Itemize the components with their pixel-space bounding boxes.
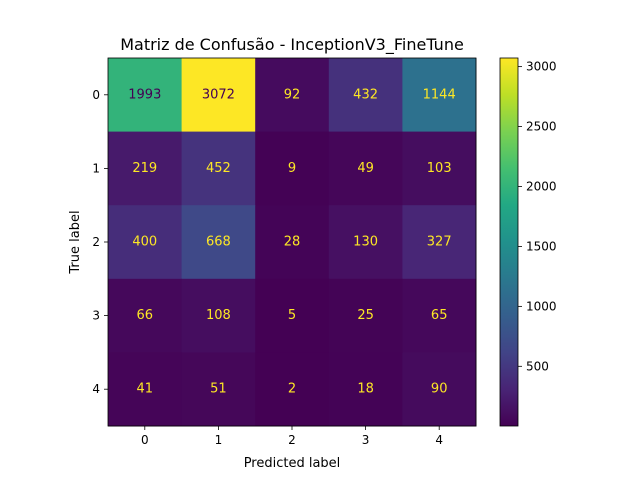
matrix-cell-value: 49 xyxy=(357,161,374,176)
matrix-cell xyxy=(108,58,183,133)
x-axis-title: Predicted label xyxy=(244,456,341,471)
matrix-cell xyxy=(255,58,330,133)
matrix-cell xyxy=(108,278,183,353)
matrix-cell-value: 327 xyxy=(427,235,452,250)
matrix-cell-value: 5 xyxy=(288,308,296,323)
matrix-cell-value: 41 xyxy=(137,382,154,397)
x-tick-label: 1 xyxy=(215,433,223,447)
matrix-cell xyxy=(328,205,403,280)
matrix-cell-value: 103 xyxy=(427,161,452,176)
matrix-cell xyxy=(181,205,256,280)
matrix-cell xyxy=(108,131,183,206)
matrix-cells: 1993 3072 92 432 1144 219 452 9 49 103 400 668 28 130… xyxy=(108,58,477,427)
matrix-cell-value: 668 xyxy=(206,235,231,250)
y-tick-label: 4 xyxy=(92,382,100,396)
matrix-cell xyxy=(181,352,256,427)
matrix-cell-value: 25 xyxy=(357,308,374,323)
colorbar-tick-label: 1000 xyxy=(526,299,557,313)
matrix-cell-value: 108 xyxy=(206,308,231,323)
y-tick-label: 0 xyxy=(92,88,100,102)
matrix-cell-value: 9 xyxy=(288,161,296,176)
matrix-cell xyxy=(181,131,256,206)
colorbar-tick-label: 2500 xyxy=(526,120,557,134)
matrix-cell xyxy=(328,131,403,206)
y-tick-label: 1 xyxy=(92,161,100,175)
x-axis-ticks: 0 1 2 3 4 xyxy=(141,426,443,447)
matrix-cell xyxy=(402,205,477,280)
matrix-cell xyxy=(402,352,477,427)
matrix-cell-value: 219 xyxy=(132,161,157,176)
matrix-cell xyxy=(108,205,183,280)
matrix-cell xyxy=(255,205,330,280)
matrix-cell xyxy=(255,131,330,206)
x-tick-label: 2 xyxy=(288,433,296,447)
matrix-cell-value: 90 xyxy=(431,382,448,397)
y-axis-title: True label xyxy=(68,210,83,274)
matrix-cell xyxy=(181,278,256,353)
colorbar-tick-label: 2000 xyxy=(526,180,557,194)
matrix-cell xyxy=(328,58,403,133)
matrix-cell xyxy=(402,278,477,353)
matrix-cell-value: 130 xyxy=(353,235,378,250)
matrix-cell-value: 1993 xyxy=(128,87,161,102)
matrix-cell-value: 400 xyxy=(132,235,157,250)
matrix-cell xyxy=(255,352,330,427)
colorbar-tick-label: 3000 xyxy=(526,60,557,74)
matrix-cell-value: 1144 xyxy=(423,87,456,102)
matrix-cell-value: 65 xyxy=(431,308,448,323)
x-tick-label: 3 xyxy=(362,433,370,447)
matrix-cell-value: 66 xyxy=(137,308,154,323)
matrix-cell xyxy=(402,58,477,133)
colorbar-gradient xyxy=(499,57,519,427)
y-tick-label: 3 xyxy=(92,309,100,323)
matrix-cell xyxy=(328,352,403,427)
matrix-cell-value: 51 xyxy=(210,382,227,397)
matrix-cell-value: 92 xyxy=(284,87,301,102)
matrix-cell-value: 432 xyxy=(353,87,378,102)
matrix-cell-value: 18 xyxy=(357,382,374,397)
matrix-cell-value: 2 xyxy=(288,382,296,397)
chart-title: Matriz de Confusão - InceptionV3_FineTun… xyxy=(120,35,464,55)
matrix-cell-value: 452 xyxy=(206,161,231,176)
colorbar-tick-label: 1500 xyxy=(526,239,557,253)
matrix-cell xyxy=(255,278,330,353)
matrix-cell-value: 3072 xyxy=(202,87,235,102)
colorbar-tick-label: 500 xyxy=(526,359,549,373)
x-tick-label: 0 xyxy=(141,433,149,447)
colorbar: 500 1000 1500 2000 2500 3000 xyxy=(499,57,557,427)
y-axis-ticks: 0 1 2 3 4 xyxy=(92,88,108,396)
matrix-cell xyxy=(328,278,403,353)
matrix-cell xyxy=(402,131,477,206)
x-tick-label: 4 xyxy=(435,433,443,447)
matrix-cell-value: 28 xyxy=(284,235,301,250)
matrix-cell xyxy=(108,352,183,427)
y-tick-label: 2 xyxy=(92,235,100,249)
matrix-cell xyxy=(181,58,256,133)
